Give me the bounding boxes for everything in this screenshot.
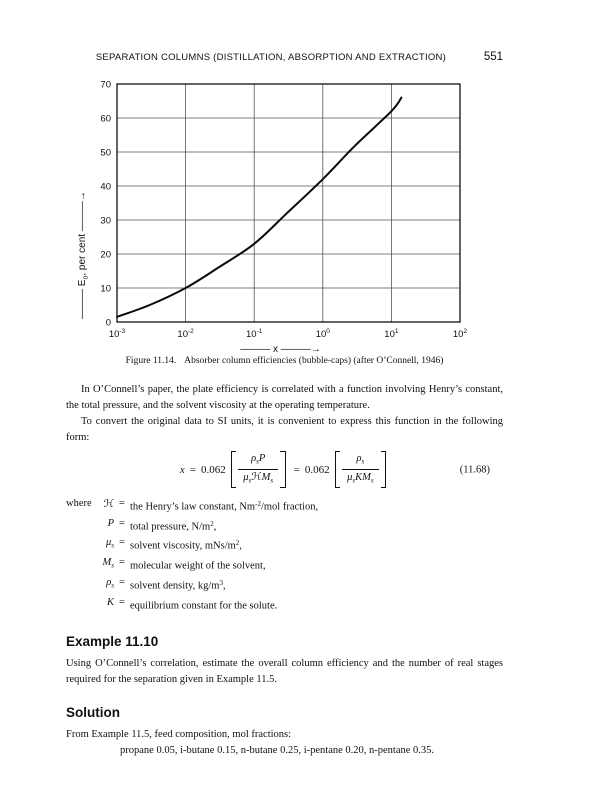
y-tick-label: 40 bbox=[100, 182, 111, 193]
equals-sign: = bbox=[189, 463, 196, 476]
efficiency-chart: 0 10 20 30 40 50 60 70 10-3 10-2 10-1 100 101 102 ——— … bbox=[77, 80, 468, 355]
solution-intro: From Example 11.5, feed composition, mol… bbox=[66, 729, 292, 741]
y-axis-label: ——— Eo, per cent ———→ bbox=[77, 191, 90, 319]
fraction-2: ρs μsKMs bbox=[342, 452, 379, 488]
caption-label: Figure 11.14. bbox=[125, 356, 177, 366]
script-H-symbol: ℋ bbox=[103, 498, 114, 510]
equals-sign: = bbox=[293, 463, 300, 476]
y-tick-label: 10 bbox=[100, 284, 111, 295]
y-tick-label: 30 bbox=[100, 216, 111, 227]
right-bracket bbox=[380, 451, 387, 488]
script-H-symbol: ℋ bbox=[251, 471, 262, 483]
paragraph-intro-1: In O’Connell’s paper, the plate efficien… bbox=[66, 384, 503, 411]
where-row: P = total pressure, N/m2, bbox=[107, 517, 217, 533]
x-tick-label: 10-1 bbox=[246, 328, 263, 340]
y-tick-label: 70 bbox=[100, 80, 111, 91]
caption-text: Absorber column efficiencies (bubble-cap… bbox=[184, 356, 444, 366]
where-row: where ℋ = the Henry’s law constant, Nm-2… bbox=[66, 498, 319, 513]
x-tick-label: 101 bbox=[384, 328, 399, 340]
equation-coefficient: 0.062 bbox=[304, 463, 330, 476]
figure-11-14: 0 10 20 30 40 50 60 70 10-3 10-2 10-1 100 101 102 ——— … bbox=[66, 78, 503, 367]
x-tick-label: 102 bbox=[453, 328, 468, 340]
equation-number: (11.68) bbox=[459, 464, 490, 475]
x-axis-label: ——— x ———→ bbox=[240, 344, 321, 354]
where-row: ρs = solvent density, kg/m3, bbox=[106, 576, 226, 592]
y-tick-label: 20 bbox=[100, 250, 111, 261]
running-title: SEPARATION COLUMNS (DISTILLATION, ABSORP… bbox=[95, 52, 446, 63]
left-bracket bbox=[334, 451, 341, 488]
figure-caption: Figure 11.14. Absorber column efficiencie… bbox=[66, 356, 503, 366]
solution-heading: Solution bbox=[66, 705, 120, 721]
example-body: Using O’Connell’s correlation, estimate … bbox=[66, 658, 503, 686]
fraction-1: ρsP μsℋMs bbox=[238, 451, 279, 488]
y-tick-label: 60 bbox=[100, 114, 111, 125]
example-heading: Example 11.10 bbox=[66, 634, 159, 650]
symbol-glossary: where ℋ = the Henry’s law constant, Nm-2… bbox=[66, 496, 503, 614]
paragraph-intro-2: To convert the original data to SI units… bbox=[66, 416, 503, 443]
feed-composition: propane 0.05, i-butane 0.15, n-butane 0.… bbox=[120, 745, 435, 757]
y-tick-label: 0 bbox=[106, 318, 111, 329]
where-row: K = equilibrium constant for the solute. bbox=[106, 596, 278, 612]
x-tick-label: 10-2 bbox=[177, 328, 194, 340]
where-row: Ms = molecular weight of the solvent, bbox=[102, 557, 266, 572]
equation-lhs: x bbox=[179, 463, 185, 476]
right-bracket bbox=[280, 451, 286, 488]
efficiency-curve bbox=[116, 96, 403, 318]
left-bracket bbox=[230, 451, 237, 488]
x-tick-label: 100 bbox=[316, 328, 331, 340]
y-tick-label: 50 bbox=[100, 148, 111, 159]
page-number: 551 bbox=[483, 51, 503, 63]
equation-coefficient: 0.062 bbox=[200, 463, 226, 476]
plot-border bbox=[116, 83, 461, 323]
x-tick-label: 10-3 bbox=[109, 328, 126, 340]
equation-11-68: x = 0.062 ρsP μsℋMs = 0.062 ρs μsKMs (11… bbox=[66, 451, 503, 488]
page-header: SEPARATION COLUMNS (DISTILLATION, ABSORP… bbox=[66, 51, 503, 63]
where-row: μs = solvent viscosity, mNs/m2, bbox=[105, 537, 242, 552]
